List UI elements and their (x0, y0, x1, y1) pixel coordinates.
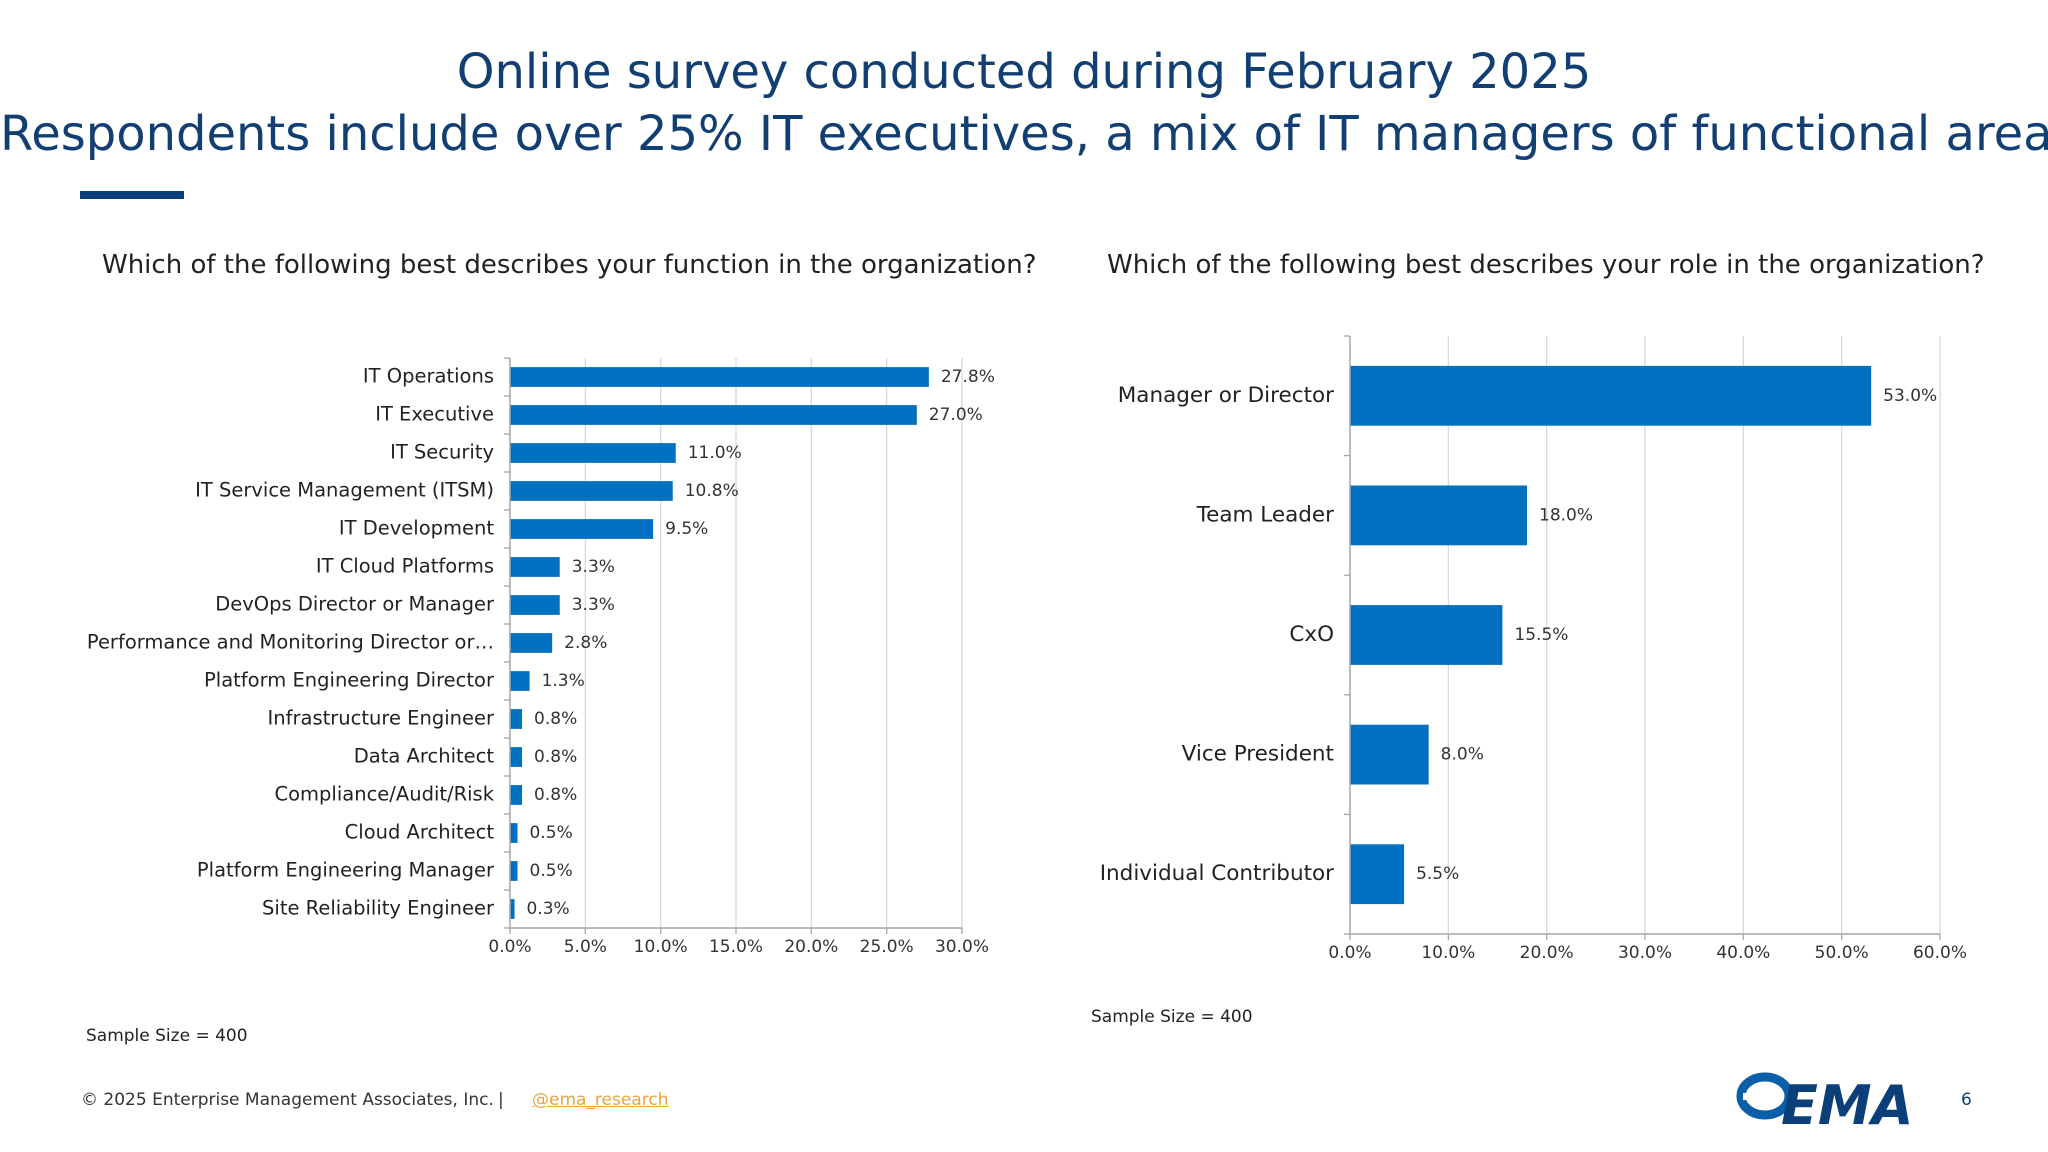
function-bar-chart: IT Operations 27.8% IT Executive 27.0% IT Se… (87, 357, 995, 957)
category-label: Compliance/Audit/Risk (275, 783, 495, 806)
data-label: 11.0% (688, 443, 742, 463)
data-label: 2.8% (564, 633, 607, 653)
category-label: Platform Engineering Director (204, 669, 495, 692)
data-label: 0.8% (534, 747, 577, 767)
data-label: 27.0% (929, 405, 983, 425)
data-label: 5.5% (1416, 864, 1459, 884)
chart-1-question: Which of the following best describes yo… (102, 250, 1037, 280)
title-accent-bar (80, 191, 184, 199)
data-label: 3.3% (572, 557, 615, 577)
bar (510, 595, 560, 615)
category-label: Infrastructure Engineer (268, 707, 495, 730)
category-label: Manager or Director (1118, 383, 1334, 408)
category-label: IT Cloud Platforms (316, 555, 494, 578)
data-label: 3.3% (572, 595, 615, 615)
bar (510, 557, 560, 577)
data-label: 9.5% (665, 519, 708, 539)
bar (510, 671, 530, 691)
bar (510, 633, 553, 653)
category-label: CxO (1289, 622, 1334, 647)
category-label: IT Security (390, 441, 494, 464)
x-tick-label: 5.0% (564, 937, 607, 957)
data-label: 0.3% (527, 899, 570, 919)
x-tick-label: 10.0% (1421, 943, 1475, 963)
bar (1350, 365, 1872, 426)
bar (510, 899, 515, 919)
category-label: Cloud Architect (345, 821, 495, 844)
x-tick-label: 0.0% (488, 937, 531, 957)
bar (1350, 844, 1405, 905)
page-number: 6 (1961, 1090, 1972, 1110)
bar (510, 405, 917, 425)
x-tick-label: 20.0% (784, 937, 838, 957)
bar (510, 709, 523, 729)
data-label: 27.8% (941, 367, 995, 387)
data-label: 10.8% (685, 481, 739, 501)
x-tick-label: 50.0% (1815, 943, 1869, 963)
bar (510, 481, 673, 501)
category-label: Performance and Monitoring Director or… (87, 631, 494, 654)
category-label: IT Operations (363, 365, 494, 388)
footer-twitter-handle-link[interactable]: @ema_research (532, 1090, 669, 1110)
x-tick-label: 25.0% (860, 937, 914, 957)
x-tick-label: 30.0% (1618, 943, 1672, 963)
category-label: IT Development (339, 517, 494, 540)
category-label: IT Service Management (ITSM) (195, 479, 494, 502)
footer-copyright: © 2025 Enterprise Management Associates,… (81, 1090, 494, 1110)
data-label: 0.5% (530, 823, 573, 843)
bar (510, 443, 676, 463)
bar (510, 823, 518, 843)
ema-logo: EMA (1736, 1072, 1910, 1132)
bar (510, 367, 929, 387)
bar (510, 747, 523, 767)
x-tick-label: 40.0% (1716, 943, 1770, 963)
ema-logo-swirl-icon (1736, 1072, 1794, 1120)
bar (510, 785, 523, 805)
category-label: Team Leader (1196, 502, 1335, 527)
x-tick-label: 30.0% (935, 937, 989, 957)
x-tick-label: 0.0% (1328, 943, 1371, 963)
x-tick-label: 15.0% (709, 937, 763, 957)
data-label: 18.0% (1539, 505, 1593, 525)
bar (1350, 485, 1527, 546)
footer-separator: | (498, 1090, 504, 1110)
role-bar-chart: Manager or Director 53.0% Team Leader 18.0%… (1100, 335, 1967, 963)
data-label: 53.0% (1883, 386, 1937, 406)
chart-2-question: Which of the following best describes yo… (1107, 250, 1985, 280)
data-label: 0.8% (534, 709, 577, 729)
x-tick-label: 60.0% (1913, 943, 1967, 963)
data-label: 1.3% (542, 671, 585, 691)
category-label: Platform Engineering Manager (197, 859, 495, 882)
x-tick-label: 20.0% (1520, 943, 1574, 963)
data-label: 0.5% (530, 861, 573, 881)
slide-title-line-2: Respondents include over 25% IT executiv… (0, 106, 2048, 162)
bar (1350, 724, 1429, 785)
slide-title-line-1: Online survey conducted during February … (456, 44, 1592, 100)
x-tick-label: 10.0% (634, 937, 688, 957)
bar (510, 519, 654, 539)
category-label: Data Architect (354, 745, 495, 768)
bar (510, 861, 518, 881)
category-label: Vice President (1182, 742, 1334, 767)
category-label: Individual Contributor (1100, 861, 1334, 886)
data-label: 0.8% (534, 785, 577, 805)
chart-1-sample-size: Sample Size = 400 (86, 1026, 248, 1046)
data-label: 15.5% (1514, 625, 1568, 645)
category-label: DevOps Director or Manager (215, 593, 495, 616)
category-label: Site Reliability Engineer (262, 897, 495, 920)
chart-2-sample-size: Sample Size = 400 (1091, 1007, 1253, 1027)
ema-logo-text: EMA (1781, 1074, 1910, 1132)
bar (1350, 605, 1503, 665)
category-label: IT Executive (375, 403, 494, 426)
data-label: 8.0% (1441, 745, 1484, 765)
